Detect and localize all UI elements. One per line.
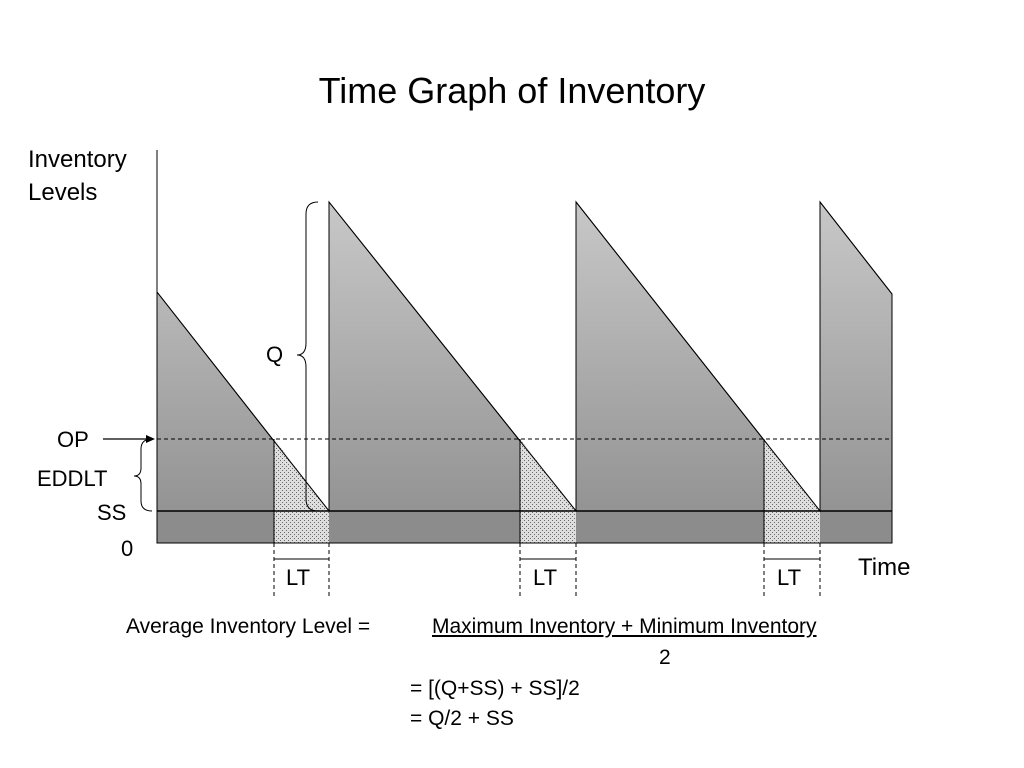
lead-time-box-edges bbox=[273, 439, 765, 543]
formula-step2: = Q/2 + SS bbox=[410, 707, 514, 730]
lt-label-3: LT bbox=[777, 565, 802, 590]
lead-time-region-1 bbox=[274, 439, 329, 543]
q-label: Q bbox=[266, 342, 284, 367]
sawtooth-line bbox=[156, 200, 893, 543]
op-label: OP bbox=[57, 427, 89, 452]
eddlt-brace bbox=[133, 438, 153, 512]
lt-label-1: LT bbox=[286, 565, 311, 590]
lt-brackets bbox=[273, 543, 821, 598]
formula-lhs: Average Inventory Level = bbox=[126, 615, 371, 638]
zero-label: 0 bbox=[121, 536, 134, 561]
lead-time-region-3 bbox=[764, 439, 820, 543]
q-brace bbox=[296, 201, 319, 512]
x-axis-label: Time bbox=[858, 554, 911, 581]
formula-numerator: Maximum Inventory + Minimum Inventory bbox=[432, 615, 817, 638]
page-title: Time Graph of Inventory bbox=[318, 70, 706, 111]
y-axis-label: Inventory Levels bbox=[28, 143, 127, 209]
formula-step1: = [(Q+SS) + SS]/2 bbox=[410, 677, 580, 700]
formula-denominator: 2 bbox=[659, 646, 671, 669]
op-arrow-head bbox=[146, 435, 155, 443]
y-axis-label-line2: Levels bbox=[28, 179, 98, 206]
eddlt-label: EDDLT bbox=[37, 466, 108, 491]
lead-time-region-2 bbox=[520, 439, 576, 543]
ss-label: SS bbox=[97, 500, 127, 525]
lt-label-2: LT bbox=[533, 565, 558, 590]
y-axis-label-line1: Inventory bbox=[28, 146, 127, 173]
